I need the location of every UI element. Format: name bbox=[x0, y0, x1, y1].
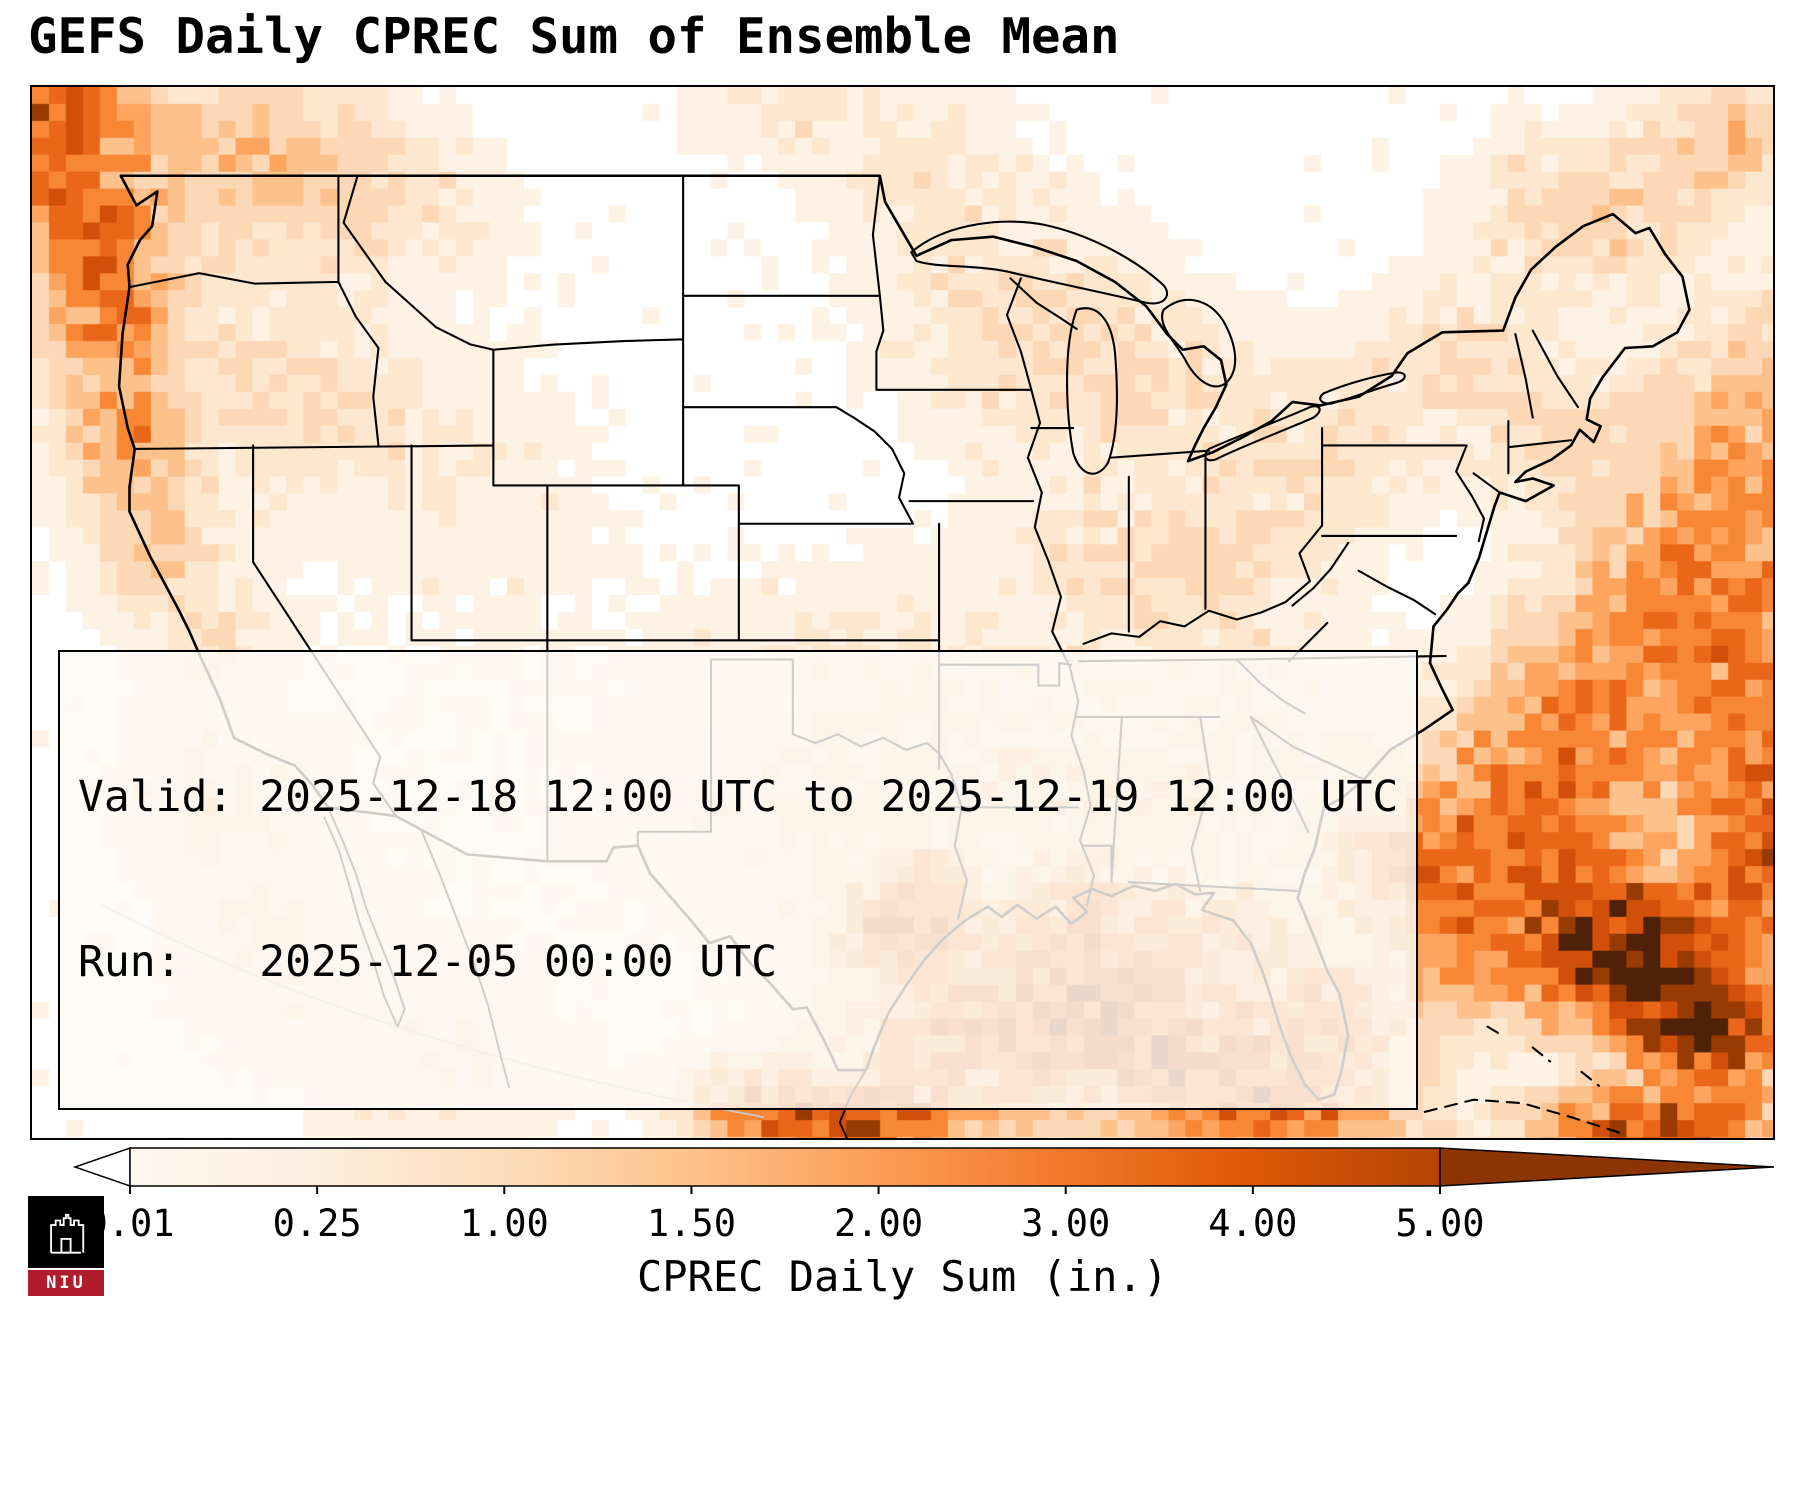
colorbar-tick-label: 1.50 bbox=[646, 1202, 736, 1245]
niu-logo-text: NIU bbox=[28, 1268, 104, 1296]
page-title: GEFS Daily CPREC Sum of Ensemble Mean bbox=[28, 8, 1120, 65]
run-text: Run: 2025-12-05 00:00 UTC bbox=[78, 936, 777, 987]
valid-text: Valid: 2025-12-18 12:00 UTC to 2025-12-1… bbox=[78, 771, 1399, 822]
colorbar-tick-label: 1.00 bbox=[459, 1202, 549, 1245]
colorbar-over-arrow bbox=[1439, 1147, 1775, 1187]
colorbar-tick-marks bbox=[129, 1186, 1441, 1194]
valid-run-info-box: Valid: 2025-12-18 12:00 UTC to 2025-12-1… bbox=[58, 649, 1419, 1110]
colorbar-tick-label: 5.00 bbox=[1395, 1202, 1485, 1245]
colorbar-tick-label: 4.00 bbox=[1208, 1202, 1298, 1245]
colorbar-axis-label: CPREC Daily Sum (in.) bbox=[636, 1252, 1168, 1301]
niu-logo: NIU bbox=[28, 1196, 104, 1296]
great-lakes-outline bbox=[910, 220, 1406, 475]
cuba-bahamas-coastline bbox=[1423, 1025, 1621, 1134]
colorbar-tick-label: 2.00 bbox=[834, 1202, 924, 1245]
colorbar-tick-label: 3.00 bbox=[1021, 1202, 1111, 1245]
colorbar-svg bbox=[72, 1146, 1775, 1194]
colorbar-tick-label: 0.25 bbox=[272, 1202, 362, 1245]
colorbar-tick-labels: 0.01 0.25 1.00 1.50 2.00 3.00 4.00 5.00 bbox=[30, 1202, 1775, 1248]
colorbar bbox=[30, 1146, 1775, 1198]
colorbar-gradient-bar bbox=[129, 1147, 1441, 1187]
castle-icon bbox=[28, 1196, 104, 1268]
precip-map: Valid: 2025-12-18 12:00 UTC to 2025-12-1… bbox=[30, 85, 1775, 1140]
colorbar-under-arrow bbox=[72, 1146, 131, 1188]
